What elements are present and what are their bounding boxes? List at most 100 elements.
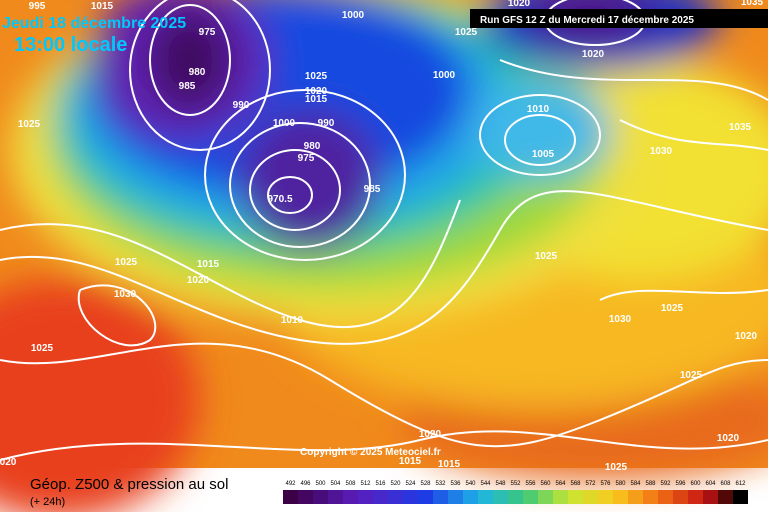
pressure-label: 1030 [114, 289, 137, 300]
scale-swatch [463, 490, 478, 504]
scale-swatch [508, 490, 523, 504]
pressure-label: 1020 [305, 86, 328, 97]
scale-label: 592 [660, 481, 671, 487]
pressure-label: 970.5 [267, 194, 292, 205]
scale-swatch [493, 490, 508, 504]
scale-label: 552 [510, 481, 521, 487]
pressure-label: 990 [318, 118, 335, 129]
scale-swatch [388, 490, 403, 504]
scale-swatch [733, 490, 748, 504]
footer-lead: (+ 24h) [30, 496, 65, 508]
scale-label: 520 [390, 481, 401, 487]
pressure-label: 1000 [342, 10, 365, 21]
scale-label: 540 [465, 481, 476, 487]
pressure-label: 1020 [582, 49, 605, 60]
pressure-label: 1030 [609, 314, 632, 325]
scale-label: 508 [345, 481, 356, 487]
date: Jeudi 18 décembre 2025 [2, 15, 186, 32]
pressure-label: 1010 [527, 104, 550, 115]
scale-label: 612 [735, 481, 746, 487]
scale-label: 576 [600, 481, 611, 487]
pressure-label: 1005 [532, 149, 555, 160]
scale-label: 584 [630, 481, 641, 487]
pressure-label: 1035 [729, 122, 752, 133]
pressure-label: 1000 [273, 118, 296, 129]
scale-swatch [568, 490, 583, 504]
isobars [0, 0, 768, 461]
scale-label: 500 [315, 481, 326, 487]
pressure-label: 980 [189, 67, 206, 78]
scale-label: 532 [435, 481, 446, 487]
pressure-label: 1020 [187, 275, 210, 286]
scale-label: 560 [540, 481, 551, 487]
scale-label: 604 [705, 481, 716, 487]
pressure-label: 1015 [399, 456, 422, 467]
pressure-label: 1000 [433, 70, 456, 81]
pressure-label: 980 [304, 141, 321, 152]
pressure-label: 1025 [455, 27, 478, 38]
run-text: Run GFS 12 Z du Mercredi 17 décembre 202… [480, 15, 694, 26]
pressure-label: 1015 [197, 259, 220, 270]
pressure-label: 1015 [305, 94, 328, 105]
pressure-label: 1020 [508, 0, 531, 9]
scale-label: 516 [375, 481, 386, 487]
pressure-label: 1010 [281, 315, 304, 326]
pressure-label: 975 [199, 27, 216, 38]
scale-label: 596 [675, 481, 686, 487]
scale-label: 504 [330, 481, 341, 487]
pressure-label: 1015 [438, 459, 461, 470]
scale-swatch [538, 490, 553, 504]
scale-label: 608 [720, 481, 731, 487]
scale-swatch [643, 490, 658, 504]
pressure-label: 1015 [91, 1, 114, 12]
pressure-label: 1025 [661, 303, 684, 314]
scale-swatch [358, 490, 373, 504]
pressure-label: 1025 [18, 119, 41, 130]
scale-label: 536 [450, 481, 461, 487]
scale-label: 496 [300, 481, 311, 487]
scale-swatch [373, 490, 388, 504]
scale-swatch [328, 490, 343, 504]
scale-swatch [283, 490, 298, 504]
pressure-label: 020 [0, 457, 17, 468]
scale-swatch [688, 490, 703, 504]
scale-swatch [478, 490, 493, 504]
scale-label: 564 [555, 481, 566, 487]
scale-swatch [418, 490, 433, 504]
scale-swatch [448, 490, 463, 504]
pressure-label: 1025 [535, 251, 558, 262]
pressure-label: 1025 [31, 343, 54, 354]
scale-swatch [718, 490, 733, 504]
pressure-label: 985 [364, 184, 381, 195]
scale-swatch [553, 490, 568, 504]
scale-swatch [613, 490, 628, 504]
pressure-label: 1020 [419, 429, 442, 440]
pressure-label: 990 [233, 100, 250, 111]
scale-label: 544 [480, 481, 491, 487]
pressure-label: 1020 [717, 433, 740, 444]
scale-label: 572 [585, 481, 596, 487]
scale-swatch [403, 490, 418, 504]
scale-label: 600 [690, 481, 701, 487]
scale-label: 528 [420, 481, 431, 487]
copyright: Copyright © 2025 Meteociel.fr [300, 447, 441, 458]
scale-swatch [628, 490, 643, 504]
pressure-label: 1030 [650, 146, 673, 157]
scale-swatch [658, 490, 673, 504]
scale-label: 568 [570, 481, 581, 487]
footer-title: Géop. Z500 & pression au sol [30, 476, 228, 493]
pressure-label: 1025 [605, 462, 628, 473]
scale-label: 492 [285, 481, 296, 487]
scale-swatch [583, 490, 598, 504]
scale-swatch [523, 490, 538, 504]
time: 13:00 locale [14, 34, 127, 56]
pressure-label: 1025 [115, 257, 138, 268]
pressure-label: 975 [298, 153, 315, 164]
scale-label: 588 [645, 481, 656, 487]
scale-swatch [313, 490, 328, 504]
scale-swatch [703, 490, 718, 504]
scale-swatch [298, 490, 313, 504]
